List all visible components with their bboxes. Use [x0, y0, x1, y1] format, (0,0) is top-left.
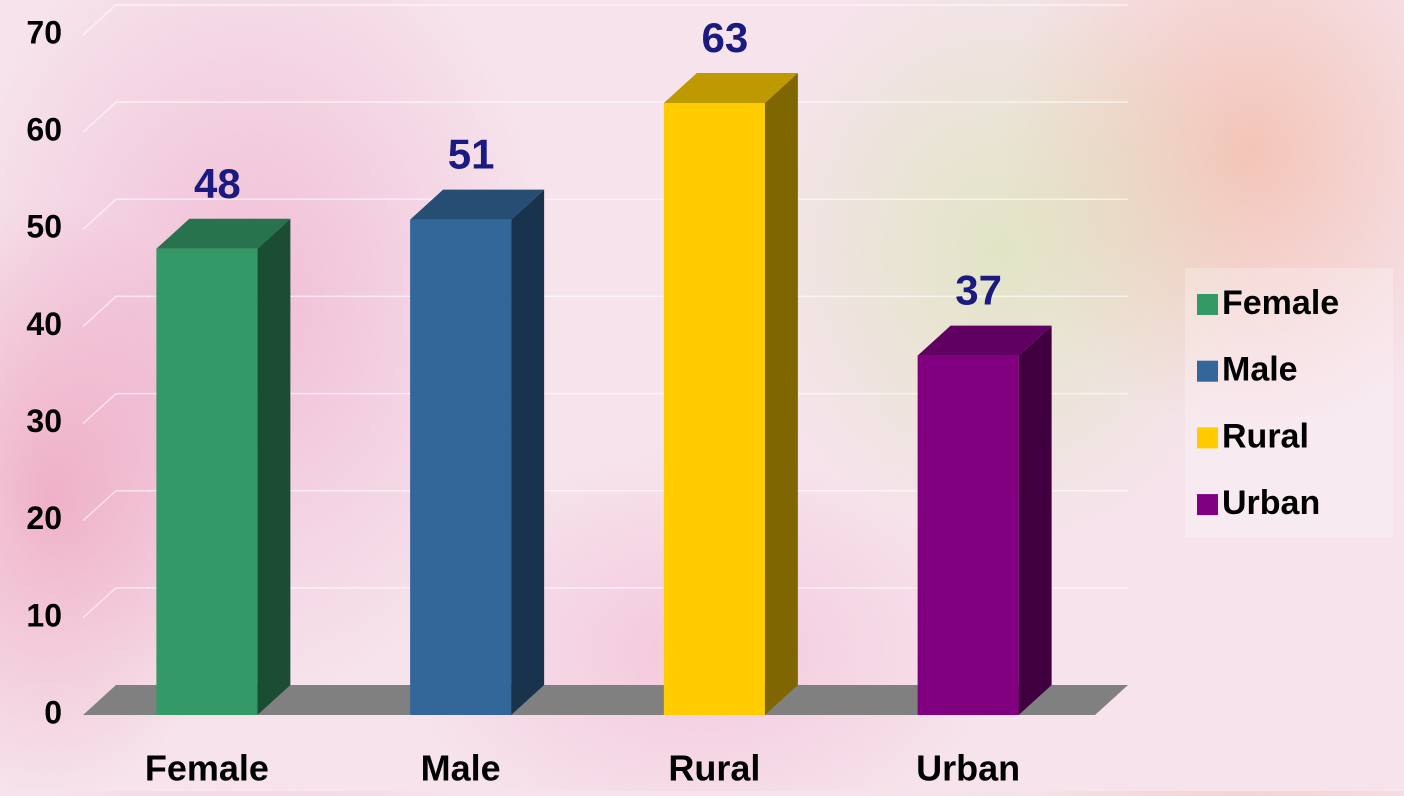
legend-swatch: [1197, 361, 1218, 382]
bar-front: [410, 220, 511, 715]
grid-line: [83, 102, 116, 132]
bar-front: [664, 103, 765, 715]
y-tick-label: 30: [26, 403, 62, 439]
bar: [410, 190, 544, 715]
x-tick-label: Rural: [668, 748, 760, 789]
grid-line: [83, 199, 116, 229]
bar: [156, 219, 290, 715]
chart: 0 10 20 30 40 50 60 70 Female 48 Female Male 51 Male R…: [0, 0, 1404, 791]
y-tick-label: 40: [26, 306, 62, 342]
bar-side: [765, 73, 798, 715]
x-tick-label: Male: [421, 748, 501, 789]
bar-front: [918, 356, 1019, 715]
legend-label: Male: [1222, 351, 1298, 389]
bar-side: [1019, 326, 1052, 715]
value-label: 51: [448, 131, 495, 178]
y-tick-label: 0: [44, 694, 62, 730]
bar-side: [257, 219, 290, 715]
grid-line: [83, 588, 116, 618]
bar: [918, 326, 1052, 715]
grid-line: [83, 394, 116, 424]
grid-line: [83, 5, 116, 35]
y-tick-label: 70: [26, 14, 62, 50]
legend-swatch: [1197, 494, 1218, 515]
legend-label: Female: [1222, 284, 1339, 322]
grid-line: [83, 296, 116, 326]
legend-label: Rural: [1222, 417, 1309, 455]
grid-line: [83, 491, 116, 521]
bar-front: [156, 249, 257, 715]
value-label: 37: [955, 267, 1002, 314]
value-label: 63: [702, 14, 749, 61]
y-tick-label: 50: [26, 209, 62, 245]
legend-swatch: [1197, 294, 1218, 315]
x-tick-label: Female: [145, 748, 269, 789]
y-tick-label: 60: [26, 112, 62, 148]
legend-swatch: [1197, 427, 1218, 448]
bar: [664, 73, 798, 715]
value-label: 48: [194, 160, 241, 207]
y-tick-label: 10: [26, 597, 62, 633]
bar-side: [511, 190, 544, 715]
legend-label: Urban: [1222, 484, 1320, 522]
y-tick-label: 20: [26, 500, 62, 536]
x-tick-label: Urban: [916, 748, 1020, 789]
